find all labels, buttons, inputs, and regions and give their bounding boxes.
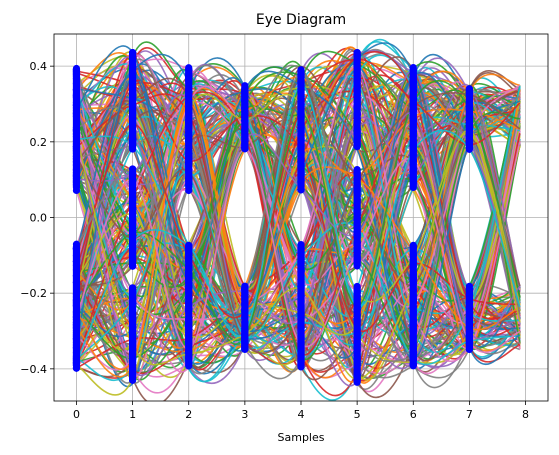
x-axis-label: Samples: [278, 431, 325, 444]
trace-line: [75, 66, 521, 362]
y-tick-label: 0.0: [30, 212, 48, 225]
chart-title: Eye Diagram: [256, 12, 346, 28]
x-tick-label: 0: [73, 408, 80, 421]
trace-line: [75, 80, 521, 342]
sample-band: [353, 51, 361, 150]
x-tick-label: 3: [241, 408, 248, 421]
sample-band: [353, 168, 361, 267]
sample-band: [297, 243, 305, 369]
trace-line: [75, 170, 520, 366]
sample-band: [465, 85, 474, 150]
sample-band: [185, 66, 193, 192]
y-tick-label: 0.4: [30, 60, 48, 73]
sample-band: [465, 285, 474, 350]
x-tick-label: 2: [185, 408, 192, 421]
sample-band: [241, 85, 249, 150]
x-tick-label: 6: [410, 408, 417, 421]
x-tick-label: 4: [298, 408, 305, 421]
trace-line: [75, 58, 521, 319]
trace-line: [75, 92, 521, 355]
x-tick-label: 1: [129, 408, 136, 421]
x-axis-ticks: 0 1 2 3 4 5 6 7 8: [73, 401, 529, 421]
sample-band: [128, 285, 137, 384]
trace-line: [75, 64, 521, 355]
sample-band: [185, 243, 193, 369]
sample-band: [128, 51, 137, 150]
x-tick-label: 8: [522, 408, 529, 421]
sample-markers: [72, 48, 474, 386]
x-tick-label: 7: [466, 408, 473, 421]
y-tick-label: −0.2: [20, 287, 47, 300]
y-tick-label: 0.2: [30, 136, 48, 149]
trace-line: [75, 77, 521, 331]
trace-line: [75, 148, 521, 354]
y-tick-label: −0.4: [20, 363, 47, 376]
sample-band: [72, 243, 81, 369]
sample-band: [128, 168, 137, 267]
y-axis-ticks: −0.4 −0.2 0.0 0.2 0.4: [20, 60, 54, 376]
sample-band: [72, 66, 81, 192]
sample-band: [409, 243, 417, 369]
x-tick-label: 5: [354, 408, 361, 421]
sample-band: [241, 285, 249, 350]
trace-line: [76, 72, 521, 375]
sample-band: [297, 66, 305, 192]
trace-line: [75, 112, 521, 340]
sample-band: [409, 66, 417, 192]
sample-band: [353, 285, 361, 384]
